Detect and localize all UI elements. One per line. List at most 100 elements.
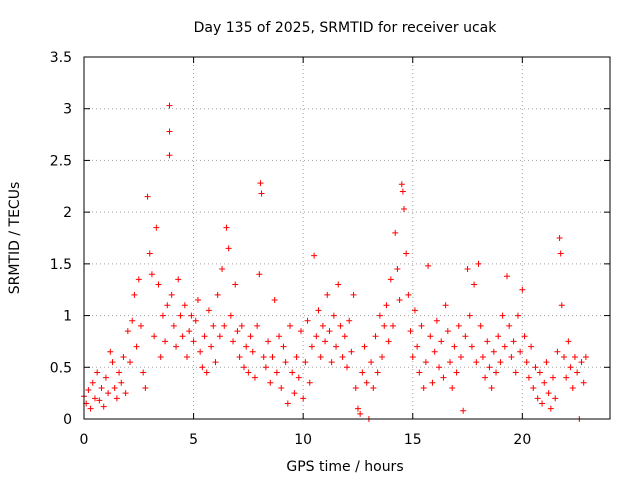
- data-point: [508, 353, 515, 360]
- data-point: [190, 338, 197, 345]
- data-point: [455, 322, 462, 329]
- data-point: [98, 384, 105, 391]
- data-point: [221, 322, 228, 329]
- data-point: [381, 322, 388, 329]
- data-point: [433, 317, 440, 324]
- data-point: [324, 291, 331, 298]
- data-point: [488, 384, 495, 391]
- data-point: [565, 338, 572, 345]
- data-point: [188, 312, 195, 319]
- data-point: [181, 302, 188, 309]
- data-point: [543, 359, 550, 366]
- data-point: [517, 348, 524, 355]
- data-point: [387, 276, 394, 283]
- data-point: [102, 374, 109, 381]
- y-tick-label: 3: [63, 102, 72, 118]
- data-point: [225, 245, 232, 252]
- data-point: [124, 328, 131, 335]
- x-tick-label: 10: [294, 432, 312, 448]
- data-point: [111, 384, 118, 391]
- data-point: [552, 395, 559, 402]
- data-point: [107, 348, 114, 355]
- data-point: [352, 384, 359, 391]
- data-point: [144, 193, 151, 200]
- data-point: [339, 353, 346, 360]
- data-point: [105, 390, 112, 397]
- data-point: [477, 322, 484, 329]
- data-point: [451, 343, 458, 350]
- data-point: [569, 384, 576, 391]
- data-point: [199, 364, 206, 371]
- data-point: [429, 379, 436, 386]
- data-point: [372, 333, 379, 340]
- data-point: [135, 276, 142, 283]
- data-point: [85, 387, 92, 394]
- grid-lines: [84, 57, 610, 419]
- data-point: [468, 343, 475, 350]
- x-tick-label: 5: [189, 432, 198, 448]
- data-point: [326, 328, 333, 335]
- x-axis-label: GPS time / hours: [286, 459, 403, 475]
- data-point: [291, 390, 298, 397]
- data-point: [556, 235, 563, 241]
- data-point: [302, 359, 309, 366]
- data-point: [256, 271, 263, 278]
- data-point: [197, 348, 204, 355]
- data-point: [407, 328, 414, 335]
- y-tick-label: 0.5: [50, 360, 72, 376]
- data-point: [350, 291, 357, 298]
- data-point: [348, 348, 355, 355]
- data-point: [550, 374, 557, 381]
- data-point: [368, 359, 375, 366]
- data-point: [276, 333, 283, 340]
- data-point: [390, 322, 397, 329]
- data-point: [534, 395, 541, 402]
- data-point: [317, 353, 324, 360]
- data-point: [541, 379, 548, 386]
- data-point: [219, 266, 226, 273]
- data-point: [571, 353, 578, 360]
- data-point: [554, 348, 561, 355]
- data-points: [81, 102, 589, 422]
- data-point: [376, 312, 383, 319]
- data-point: [528, 343, 535, 350]
- data-point: [532, 364, 539, 371]
- data-point: [416, 369, 423, 376]
- y-tick-label: 1: [63, 309, 72, 325]
- data-point: [243, 343, 250, 350]
- data-point: [394, 266, 401, 273]
- data-point: [151, 333, 158, 340]
- data-point: [267, 379, 274, 386]
- data-point: [431, 348, 438, 355]
- data-point: [449, 384, 456, 391]
- data-point: [411, 307, 418, 314]
- data-point: [503, 273, 510, 280]
- data-point: [177, 312, 184, 319]
- data-point: [346, 317, 353, 324]
- data-point: [284, 400, 291, 407]
- data-point: [447, 359, 454, 366]
- data-point: [370, 384, 377, 391]
- data-point: [249, 348, 256, 355]
- data-point: [91, 395, 98, 402]
- data-point: [271, 297, 278, 304]
- data-point: [257, 180, 264, 187]
- data-point: [175, 276, 182, 283]
- data-point: [184, 353, 191, 360]
- data-point: [89, 379, 96, 386]
- data-point: [337, 322, 344, 329]
- data-point: [495, 333, 502, 340]
- data-point: [287, 322, 294, 329]
- data-point: [280, 343, 287, 350]
- data-point: [118, 379, 125, 386]
- data-point: [466, 312, 473, 319]
- data-point: [525, 374, 532, 381]
- data-point: [295, 374, 302, 381]
- data-point: [109, 359, 116, 366]
- plot-frame: [83, 56, 611, 420]
- data-point: [425, 262, 432, 269]
- data-point: [273, 369, 280, 376]
- data-point: [422, 359, 429, 366]
- y-tick-label: 2.5: [50, 153, 72, 169]
- data-point: [133, 343, 140, 350]
